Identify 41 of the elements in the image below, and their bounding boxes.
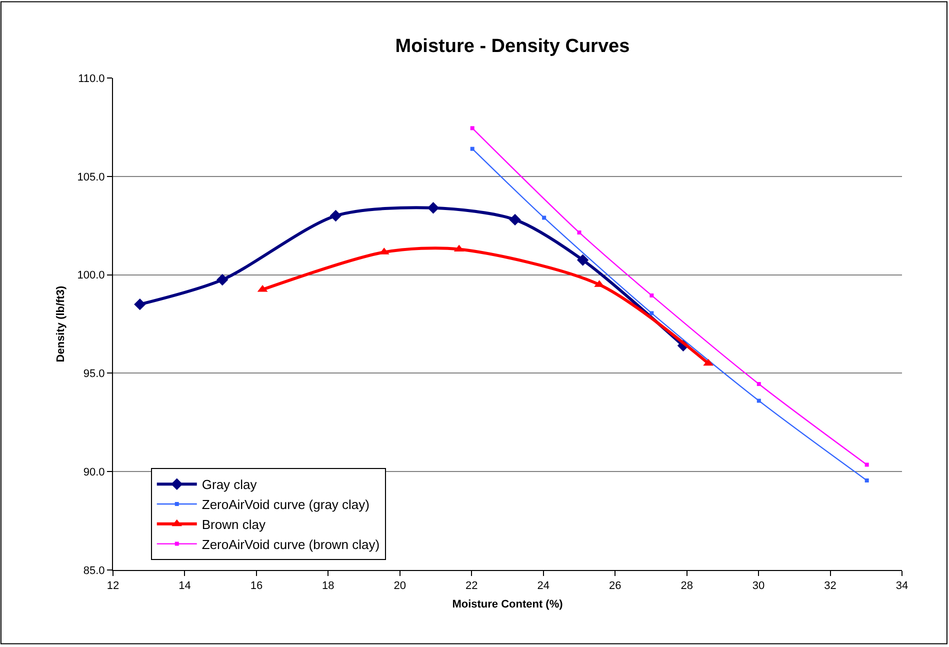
x-axis-title: Moisture Content (%) [452,598,564,610]
point [864,478,869,482]
legend-label: Gray clay [202,477,258,492]
x-tick-label: 12 [106,580,120,592]
y-tick-label: 110.0 [78,72,105,85]
legend-label: ZeroAirVoid curve (brown clay) [202,536,380,552]
y-tick-label: 90.0 [83,466,105,478]
point [756,382,761,386]
legend-label: Brown clay [202,516,266,532]
chart-title: Moisture - Density Curves [395,36,630,57]
x-tick-label: 34 [896,580,908,592]
y-tick-label: 85.0 [83,564,105,577]
point [427,202,440,214]
x-tick-label: 26 [608,580,622,592]
point [756,398,761,403]
x-tick-label: 32 [824,580,836,592]
x-tick-label: 28 [680,580,693,592]
x-tick-label: 18 [322,580,334,592]
point [864,462,869,467]
y-tick-label: 105.0 [77,171,105,184]
legend-label: ZeroAirVoid curve (gray clay) [202,497,370,512]
point [470,126,474,130]
point [330,210,342,222]
point [542,216,546,220]
point [576,254,589,266]
y-tick-label: 100.0 [77,270,105,282]
point [650,311,654,316]
x-tick-label: 24 [537,580,550,592]
point [470,146,474,151]
point [134,298,146,310]
x-tick-label: 30 [752,580,765,592]
x-tick-label: 22 [466,580,478,592]
x-tick-label: 14 [178,580,191,592]
y-axis-title: Density (lb/ft3) [54,285,67,362]
point [577,230,582,234]
y-tick-label: 95.0 [83,368,105,380]
point [509,214,521,226]
x-tick-label: 16 [250,580,263,592]
point [650,293,654,298]
point [216,274,228,286]
x-tick-label: 20 [394,580,406,592]
